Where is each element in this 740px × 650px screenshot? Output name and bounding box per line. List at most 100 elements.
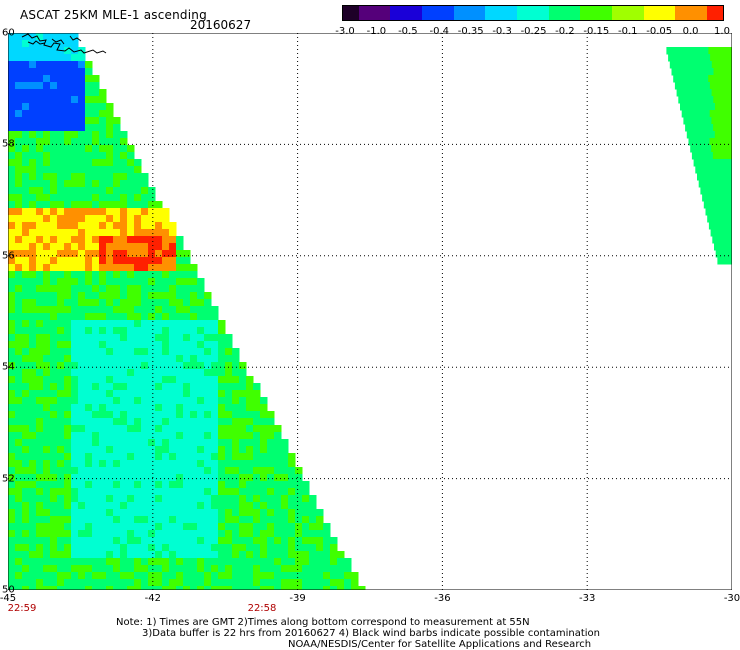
swath-cell bbox=[106, 208, 114, 216]
swath-cell bbox=[113, 236, 121, 244]
swath-cell bbox=[43, 54, 51, 62]
swath-cell-east bbox=[712, 236, 720, 244]
swath-cell bbox=[92, 75, 100, 83]
swath-cell bbox=[148, 243, 156, 251]
swath-cell-east bbox=[715, 103, 723, 111]
swath-cell bbox=[50, 75, 58, 83]
swath-cell bbox=[260, 523, 268, 531]
swath-cell bbox=[50, 313, 58, 321]
swath-cell-east bbox=[681, 110, 690, 118]
swath-cell bbox=[29, 152, 37, 160]
swath-cell bbox=[141, 180, 149, 188]
swath-cell bbox=[64, 558, 72, 566]
swath-cell bbox=[260, 551, 268, 559]
swath-cell bbox=[85, 68, 93, 76]
swath-cell bbox=[15, 264, 23, 272]
swath-cell bbox=[85, 446, 93, 454]
swath-cell bbox=[92, 145, 100, 153]
swath-cell bbox=[218, 558, 226, 566]
color-bar-swatch bbox=[517, 6, 533, 20]
swath-cell-east bbox=[709, 82, 718, 90]
swath-cell bbox=[64, 47, 72, 55]
swath-cell bbox=[260, 439, 268, 447]
swath-cell bbox=[246, 537, 254, 545]
swath-cell bbox=[190, 516, 198, 524]
swath-cell bbox=[43, 117, 51, 125]
swath-cell bbox=[29, 68, 37, 76]
swath-cell bbox=[43, 271, 51, 279]
swath-cell bbox=[162, 530, 170, 538]
swath-cell bbox=[64, 341, 72, 349]
swath-cell bbox=[127, 152, 135, 160]
swath-cell bbox=[92, 579, 100, 587]
swath-cell bbox=[71, 292, 79, 300]
swath-cell bbox=[211, 376, 219, 384]
swath-cell bbox=[169, 376, 177, 384]
swath-cell bbox=[64, 229, 72, 237]
swath-cell bbox=[120, 579, 128, 587]
swath-cell bbox=[302, 551, 310, 559]
swath-cell bbox=[71, 208, 79, 216]
swath-cell bbox=[92, 390, 100, 398]
swath-cell bbox=[36, 397, 44, 405]
swath-cell bbox=[43, 474, 51, 482]
swath-cell-east bbox=[723, 110, 732, 118]
swath-cell bbox=[232, 488, 240, 496]
longitude-tick-label: -33 bbox=[579, 593, 596, 604]
swath-cell bbox=[36, 152, 44, 160]
swath-cell bbox=[148, 299, 156, 307]
color-bar-swatch bbox=[548, 6, 565, 20]
swath-cell-east bbox=[728, 131, 732, 139]
swath-cell bbox=[218, 439, 226, 447]
swath-cell bbox=[239, 474, 247, 482]
swath-cell bbox=[134, 257, 142, 265]
swath-cell bbox=[253, 551, 261, 559]
swath-cell bbox=[218, 474, 226, 482]
swath-cell bbox=[190, 572, 198, 580]
swath-cell bbox=[232, 558, 240, 566]
swath-cell bbox=[22, 68, 30, 76]
swath-cell bbox=[211, 488, 219, 496]
swath-cell bbox=[127, 544, 135, 552]
swath-cell bbox=[43, 369, 51, 377]
swath-cell bbox=[120, 362, 128, 370]
swath-cell bbox=[15, 40, 23, 48]
swath-cell bbox=[120, 278, 128, 286]
swath-cell bbox=[155, 411, 163, 419]
swath-cell bbox=[113, 222, 121, 230]
swath-cell bbox=[78, 229, 86, 237]
swath-cell bbox=[120, 187, 128, 195]
swath-cell-east bbox=[709, 194, 717, 202]
swath-cell bbox=[43, 495, 51, 503]
swath-cell bbox=[106, 222, 114, 230]
swath-cell bbox=[169, 222, 177, 230]
swath-cell bbox=[162, 586, 170, 590]
swath-cell bbox=[218, 530, 226, 538]
swath-cell bbox=[50, 418, 58, 426]
swath-cell bbox=[190, 397, 198, 405]
swath-cell bbox=[8, 222, 16, 230]
swath-cell bbox=[57, 152, 65, 160]
swath-cell bbox=[22, 222, 30, 230]
swath-cell bbox=[232, 495, 240, 503]
swath-cell bbox=[162, 327, 170, 335]
swath-cell bbox=[134, 334, 142, 342]
swath-cell bbox=[218, 411, 226, 419]
swath-cell bbox=[15, 110, 23, 118]
swath-cell bbox=[141, 334, 149, 342]
swath-cell bbox=[113, 446, 121, 454]
swath-cell bbox=[106, 502, 114, 510]
swath-cell bbox=[22, 131, 30, 139]
swath-cell bbox=[106, 229, 114, 237]
swath-cell bbox=[169, 404, 177, 412]
swath-cell bbox=[155, 523, 163, 531]
swath-cell bbox=[197, 327, 205, 335]
swath-cell bbox=[64, 425, 72, 433]
swath-cell bbox=[134, 180, 142, 188]
swath-cell bbox=[127, 467, 135, 475]
swath-cell-east bbox=[708, 47, 716, 55]
swath-cell bbox=[78, 159, 86, 167]
swath-cell bbox=[127, 397, 135, 405]
swath-cell bbox=[106, 418, 114, 426]
swath-cell bbox=[113, 509, 121, 517]
